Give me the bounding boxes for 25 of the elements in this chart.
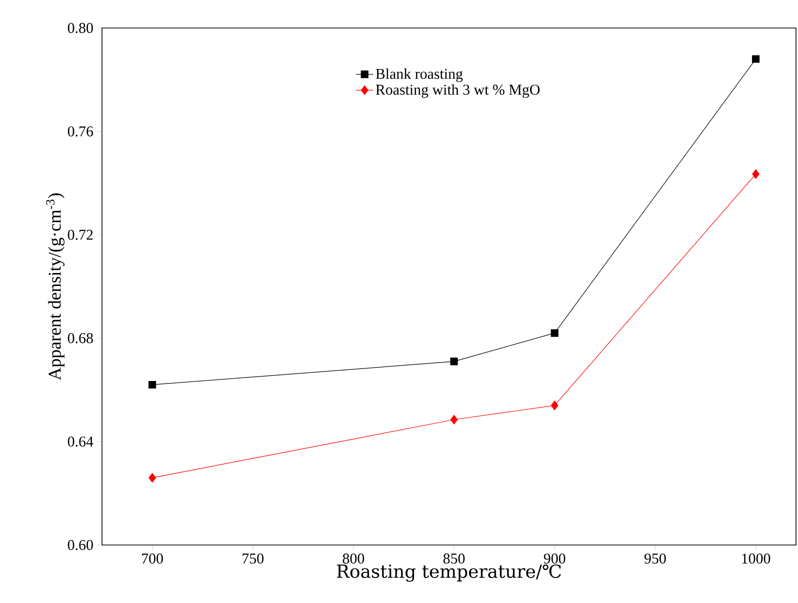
point (550, 400, 558, 410)
y-tick-label: 0.60 (68, 540, 93, 550)
y-tick-label: 0.80 (68, 22, 93, 34)
y-tick-label: 0.68 (68, 333, 93, 344)
y-axis-title: Apparent density/(g·cm$^{-3}$) (46, 193, 64, 380)
x-tick-label: 850 (443, 554, 465, 564)
point (148, 473, 156, 483)
y-tick-label: 0.72 (68, 230, 93, 240)
point (450, 414, 458, 424)
y-tick-label: 0.64 (68, 436, 94, 447)
point (148, 380, 156, 389)
y-tick-label: 0.76 (68, 126, 94, 136)
x-tick-label: 800 (342, 554, 364, 564)
x-axis-title: Roasting temperature/℃ (336, 564, 561, 582)
x-tick-label: 1000 (742, 554, 770, 564)
legend-label: Roasting with 3 wt % MgO (376, 84, 540, 98)
legend-label: Blank roasting (376, 68, 463, 82)
point (752, 169, 760, 179)
point (450, 358, 458, 366)
x-tick-label: 950 (644, 554, 666, 564)
x-tick-label: 750 (242, 554, 264, 564)
x-tick-label: 900 (544, 554, 566, 564)
point (752, 55, 760, 63)
x-tick-label: 700 (142, 554, 163, 564)
point (550, 329, 558, 337)
